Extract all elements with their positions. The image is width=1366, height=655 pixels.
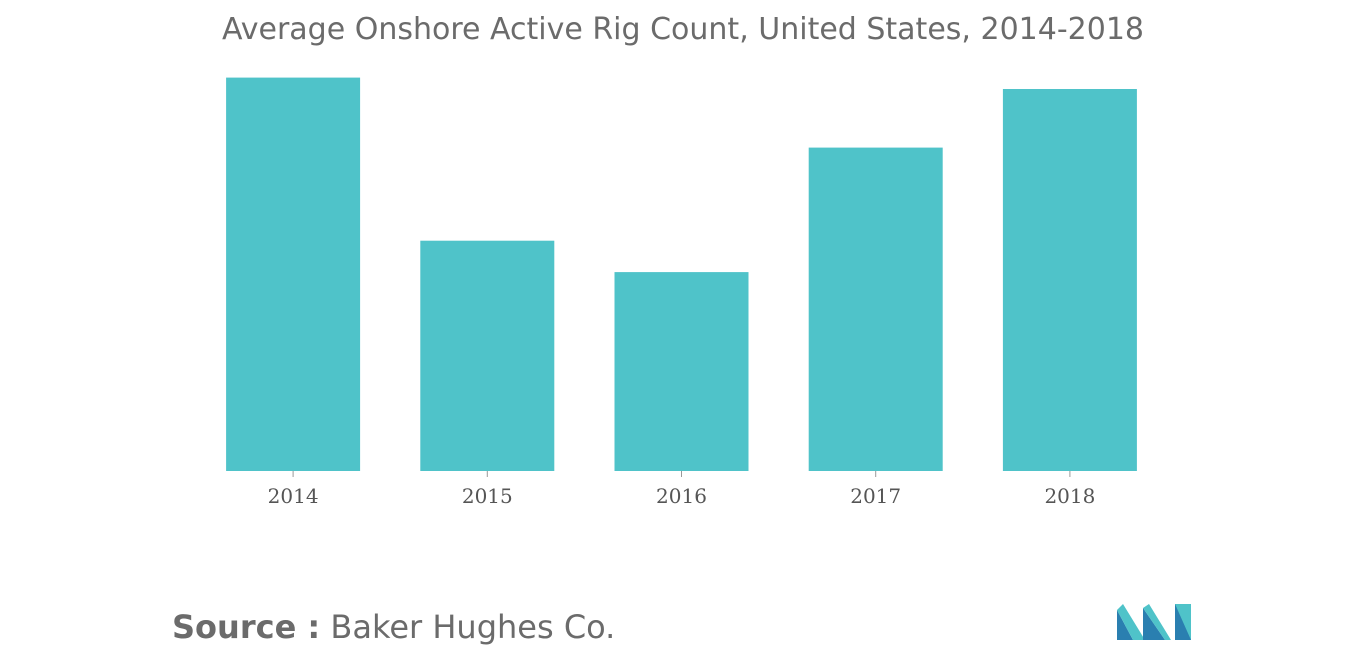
bar-2015 [420,240,555,471]
source-label: Source : [172,608,321,646]
bar-2017 [808,147,943,471]
logo-shape-right-light [1175,604,1191,640]
mordor-intelligence-logo-icon [1117,604,1191,640]
x-tick-label-2015: 2015 [462,484,513,508]
source-value: Baker Hughes Co. [330,608,616,646]
bars-group [226,77,1137,471]
x-ticks-group [292,471,1071,477]
x-tick-labels-group: 2014 2015 2016 2017 2018 [268,484,1096,508]
x-tick-label-2016: 2016 [656,484,707,508]
bar-2018 [1002,89,1137,471]
x-tick-label-2018: 2018 [1044,484,1095,508]
bar-2014 [226,77,361,471]
chart-title: Average Onshore Active Rig Count, United… [221,12,1145,47]
logo-shape-left-light [1117,604,1145,640]
bar-2016 [614,272,749,471]
x-tick-label-2014: 2014 [268,484,319,508]
source-note: Source : Baker Hughes Co. [172,608,615,646]
x-tick-label-2017: 2017 [850,484,901,508]
logo-shape-mid-light [1143,604,1171,640]
